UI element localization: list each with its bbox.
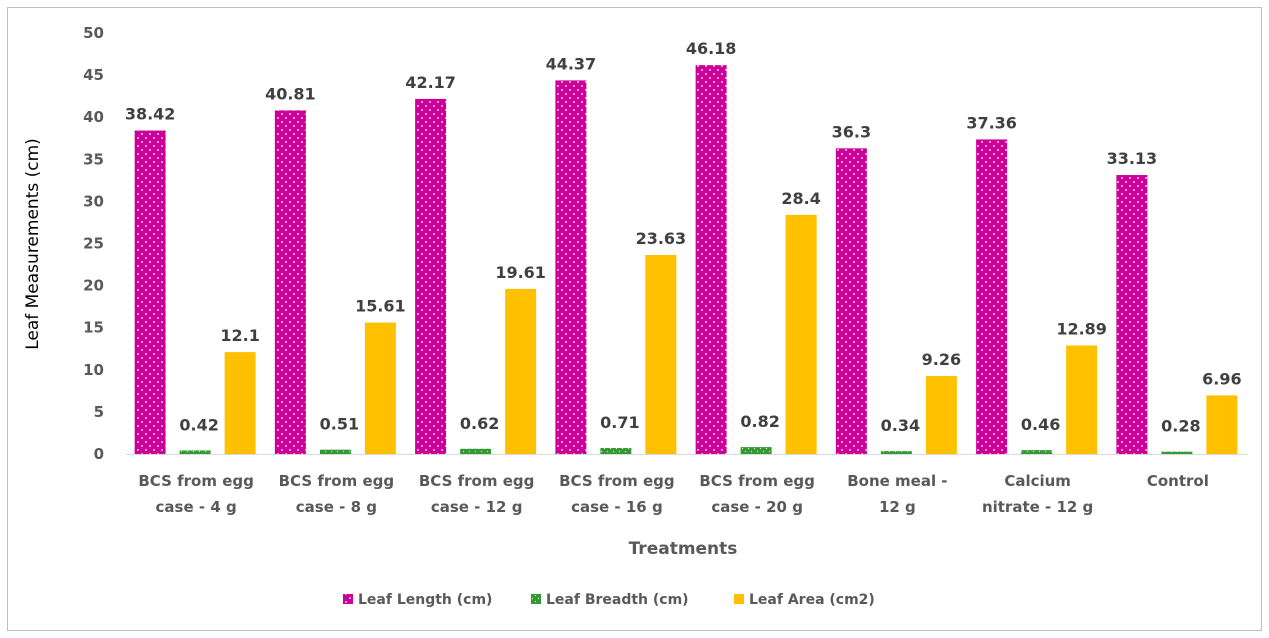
y-axis-title: Leaf Measurements (cm): [23, 138, 43, 350]
y-tick-label: 10: [83, 361, 104, 379]
data-label: 28.4: [781, 189, 820, 208]
data-label: 37.36: [966, 113, 1017, 132]
data-label: 0.62: [460, 414, 499, 433]
bar: [1206, 395, 1237, 454]
bar: [225, 352, 256, 454]
data-label: 19.61: [495, 263, 546, 282]
bar: [881, 451, 912, 454]
bar: [600, 448, 631, 454]
y-tick-label: 40: [83, 108, 104, 126]
legend-label: Leaf Area (cm2): [749, 592, 875, 608]
legend-label: Leaf Breadth (cm): [546, 592, 689, 608]
category-label: case - 12 g: [431, 498, 523, 516]
data-label: 46.18: [686, 39, 737, 58]
data-label: 0.46: [1021, 415, 1060, 434]
bar: [180, 450, 211, 454]
bar: [1116, 175, 1147, 454]
bar: [505, 289, 536, 454]
category-label: BCS from egg: [279, 472, 394, 490]
data-label: 12.89: [1056, 319, 1107, 338]
data-label: 0.51: [320, 415, 359, 434]
data-label: 44.37: [546, 54, 597, 73]
category-label: Control: [1147, 472, 1209, 490]
y-tick-label: 35: [83, 150, 104, 168]
category-label: BCS from egg: [419, 472, 534, 490]
legend-swatch: [343, 594, 353, 604]
data-label: 0.82: [740, 412, 779, 431]
data-label: 0.71: [600, 413, 639, 432]
x-axis-title: Treatments: [629, 539, 738, 559]
data-label: 40.81: [265, 84, 316, 103]
data-label: 23.63: [636, 229, 687, 248]
bar: [555, 80, 586, 454]
data-label: 0.34: [881, 416, 920, 435]
bar: [1161, 452, 1192, 454]
bar: [275, 110, 306, 454]
legend-swatch: [734, 594, 744, 604]
legend-label: Leaf Length (cm): [358, 592, 492, 608]
bar: [836, 148, 867, 454]
data-label: 9.26: [922, 350, 961, 369]
legend-swatch: [531, 594, 541, 604]
category-label: Bone meal -: [847, 472, 947, 490]
category-label: BCS from egg: [559, 472, 674, 490]
bar: [645, 255, 676, 454]
bar: [460, 449, 491, 454]
bar: [320, 450, 351, 454]
bar: [365, 323, 396, 454]
bar: [1066, 345, 1097, 454]
bar: [135, 131, 166, 454]
category-label: case - 20 g: [711, 498, 803, 516]
data-label: 15.61: [355, 297, 406, 316]
y-tick-label: 50: [83, 24, 104, 42]
bar: [1021, 450, 1052, 454]
y-tick-label: 30: [83, 192, 104, 210]
category-label: case - 8 g: [296, 498, 377, 516]
data-label: 42.17: [405, 73, 456, 92]
bars: [135, 65, 1238, 454]
y-axis: 0 5 10 15 20 25 30 35 40 45 50: [83, 24, 104, 463]
bar: [786, 215, 817, 454]
y-tick-label: 0: [94, 445, 104, 463]
data-label: 12.1: [220, 326, 259, 345]
data-label: 33.13: [1107, 149, 1158, 168]
bar: [696, 65, 727, 454]
category-label: case - 4 g: [156, 498, 237, 516]
y-tick-label: 20: [83, 277, 104, 295]
x-axis: BCS from egg case - 4 g BCS from egg case -…: [126, 455, 1248, 517]
legend: Leaf Length (cm) Leaf Breadth (cm) Leaf Ar…: [343, 592, 875, 608]
y-tick-label: 45: [83, 66, 104, 84]
data-label: 6.96: [1202, 369, 1241, 388]
category-label: case - 16 g: [571, 498, 663, 516]
data-label: 36.3: [832, 122, 871, 141]
category-label: 12 g: [879, 498, 916, 516]
bar: [415, 99, 446, 454]
bar: [741, 447, 772, 454]
y-tick-label: 15: [83, 319, 104, 337]
data-label: 38.42: [125, 105, 176, 124]
category-label: nitrate - 12 g: [982, 498, 1093, 516]
y-tick-label: 5: [94, 403, 104, 421]
category-label: Calcium: [1004, 472, 1071, 490]
category-label: BCS from egg: [138, 472, 253, 490]
category-label: BCS from egg: [699, 472, 814, 490]
bar: [976, 139, 1007, 454]
data-label: 0.42: [179, 415, 218, 434]
y-tick-label: 25: [83, 235, 104, 253]
data-label: 0.28: [1161, 417, 1200, 436]
bar: [926, 376, 957, 454]
